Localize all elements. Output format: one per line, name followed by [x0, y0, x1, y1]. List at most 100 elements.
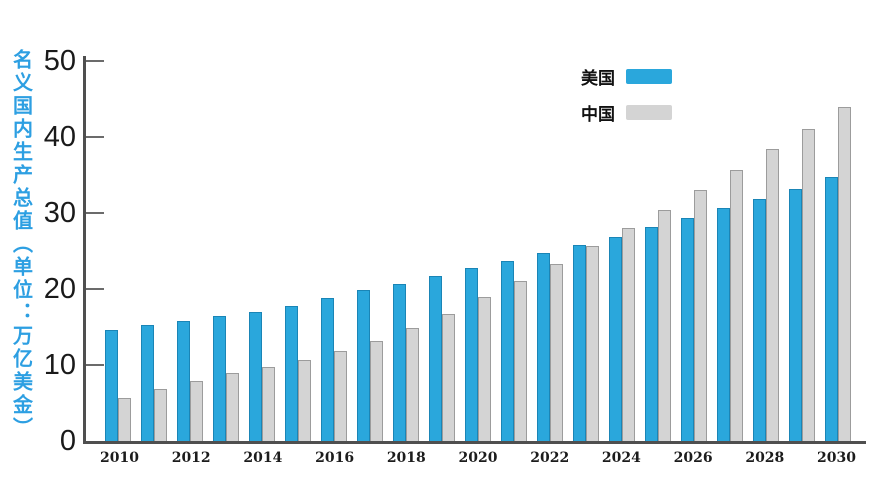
x-tick-label-2030: 2030	[817, 450, 856, 466]
us-bar-2012	[177, 321, 190, 444]
us-bar-2011	[141, 325, 154, 444]
x-tick-label-2012: 2012	[171, 450, 211, 466]
x-tick-label-2025	[641, 450, 674, 466]
year-group-2013	[208, 316, 244, 444]
x-tick-label-2010: 2010	[100, 450, 139, 466]
year-group-2011	[136, 325, 172, 444]
x-tick-label-2014: 2014	[243, 450, 283, 466]
us-bar-2016	[321, 298, 334, 444]
cn-bar-2024	[622, 228, 635, 444]
cn-bar-2018	[406, 328, 419, 444]
year-group-2016	[316, 298, 352, 444]
us-bar-2022	[537, 253, 550, 444]
x-tick-label-2016: 2016	[315, 450, 355, 466]
year-group-2028	[748, 149, 784, 444]
cn-bar-2027	[730, 170, 743, 444]
year-group-2026	[676, 190, 712, 444]
legend-swatch-cn	[626, 105, 672, 120]
cn-bar-2015	[298, 360, 311, 444]
x-axis-labels: 2010 2012 2014 2016 2018 2020 2022 2024 2026 2028…	[100, 450, 856, 466]
y-tick-label-20: 20	[43, 273, 76, 305]
cn-bar-2030	[838, 107, 851, 444]
us-bar-2024	[609, 237, 622, 444]
x-tick-label-2019	[426, 450, 459, 466]
legend-item-us: 美国	[581, 64, 672, 89]
x-tick-label-2023	[569, 450, 602, 466]
x-tick-label-2028: 2028	[745, 450, 785, 466]
x-tick-label-2024: 2024	[601, 450, 641, 466]
x-tick-label-2027	[713, 450, 746, 466]
year-group-2018	[388, 284, 424, 444]
year-group-2029	[784, 129, 820, 444]
y-tick-label-0: 0	[59, 425, 76, 457]
cn-bar-2029	[802, 129, 815, 444]
x-tick-label-2015	[282, 450, 315, 466]
us-bar-2029	[789, 189, 802, 444]
cn-bar-2016	[334, 351, 347, 444]
y-tick-mark-10	[86, 364, 104, 366]
year-group-2021	[496, 261, 532, 444]
cn-bar-2011	[154, 389, 167, 444]
us-bar-2028	[753, 199, 766, 444]
year-group-2017	[352, 290, 388, 444]
cn-bar-2021	[514, 281, 527, 444]
y-tick-mark-20	[86, 288, 104, 290]
legend-label-cn: 中国	[581, 105, 615, 124]
us-bar-2027	[717, 208, 730, 444]
us-bar-2019	[429, 276, 442, 444]
year-group-2023	[568, 245, 604, 444]
us-bar-2026	[681, 218, 694, 444]
y-tick-mark-30	[86, 212, 104, 214]
x-tick-label-2026: 2026	[673, 450, 713, 466]
year-group-2019	[424, 276, 460, 444]
x-tick-label-2021	[497, 450, 530, 466]
x-tick-label-2013	[211, 450, 244, 466]
us-bar-2021	[501, 261, 514, 444]
legend: 美国 中国	[581, 64, 672, 125]
cn-bar-2010	[118, 398, 131, 444]
cn-bar-2025	[658, 210, 671, 444]
year-group-2022	[532, 253, 568, 444]
cn-bar-2028	[766, 149, 779, 444]
cn-bar-2017	[370, 341, 383, 444]
y-axis-line	[83, 56, 86, 444]
year-group-2010	[100, 330, 136, 444]
us-bar-2010	[105, 330, 118, 444]
cn-bar-2026	[694, 190, 707, 444]
cn-bar-2023	[586, 246, 599, 444]
year-group-2025	[640, 210, 676, 444]
year-group-2030	[820, 107, 856, 444]
y-tick-label-30: 30	[43, 197, 76, 229]
cn-bar-2019	[442, 314, 455, 444]
x-tick-label-2011	[139, 450, 172, 466]
legend-item-cn: 中国	[581, 100, 672, 125]
bars-area	[100, 52, 856, 444]
us-bar-2018	[393, 284, 406, 444]
x-tick-label-2020: 2020	[458, 450, 498, 466]
cn-bar-2014	[262, 367, 275, 444]
cn-bar-2012	[190, 381, 203, 444]
y-tick-label-10: 10	[43, 349, 76, 381]
year-group-2024	[604, 228, 640, 444]
y-tick-mark-50	[86, 60, 104, 62]
cn-bar-2013	[226, 373, 239, 444]
us-bar-2013	[213, 316, 226, 444]
us-bar-2030	[825, 177, 838, 444]
legend-label-us: 美国	[581, 69, 615, 88]
cn-bar-2022	[550, 264, 563, 444]
x-tick-label-2022: 2022	[530, 450, 570, 466]
year-group-2012	[172, 321, 208, 444]
y-tick-mark-40	[86, 136, 104, 138]
us-bar-2023	[573, 245, 586, 444]
cn-bar-2020	[478, 297, 491, 444]
x-axis-line	[83, 441, 866, 444]
year-group-2015	[280, 306, 316, 444]
us-bar-2025	[645, 227, 658, 444]
year-group-2027	[712, 170, 748, 444]
us-bar-2014	[249, 312, 262, 444]
us-bar-2020	[465, 268, 478, 444]
us-bar-2017	[357, 290, 370, 444]
y-tick-label-40: 40	[43, 121, 76, 153]
us-bar-2015	[285, 306, 298, 444]
